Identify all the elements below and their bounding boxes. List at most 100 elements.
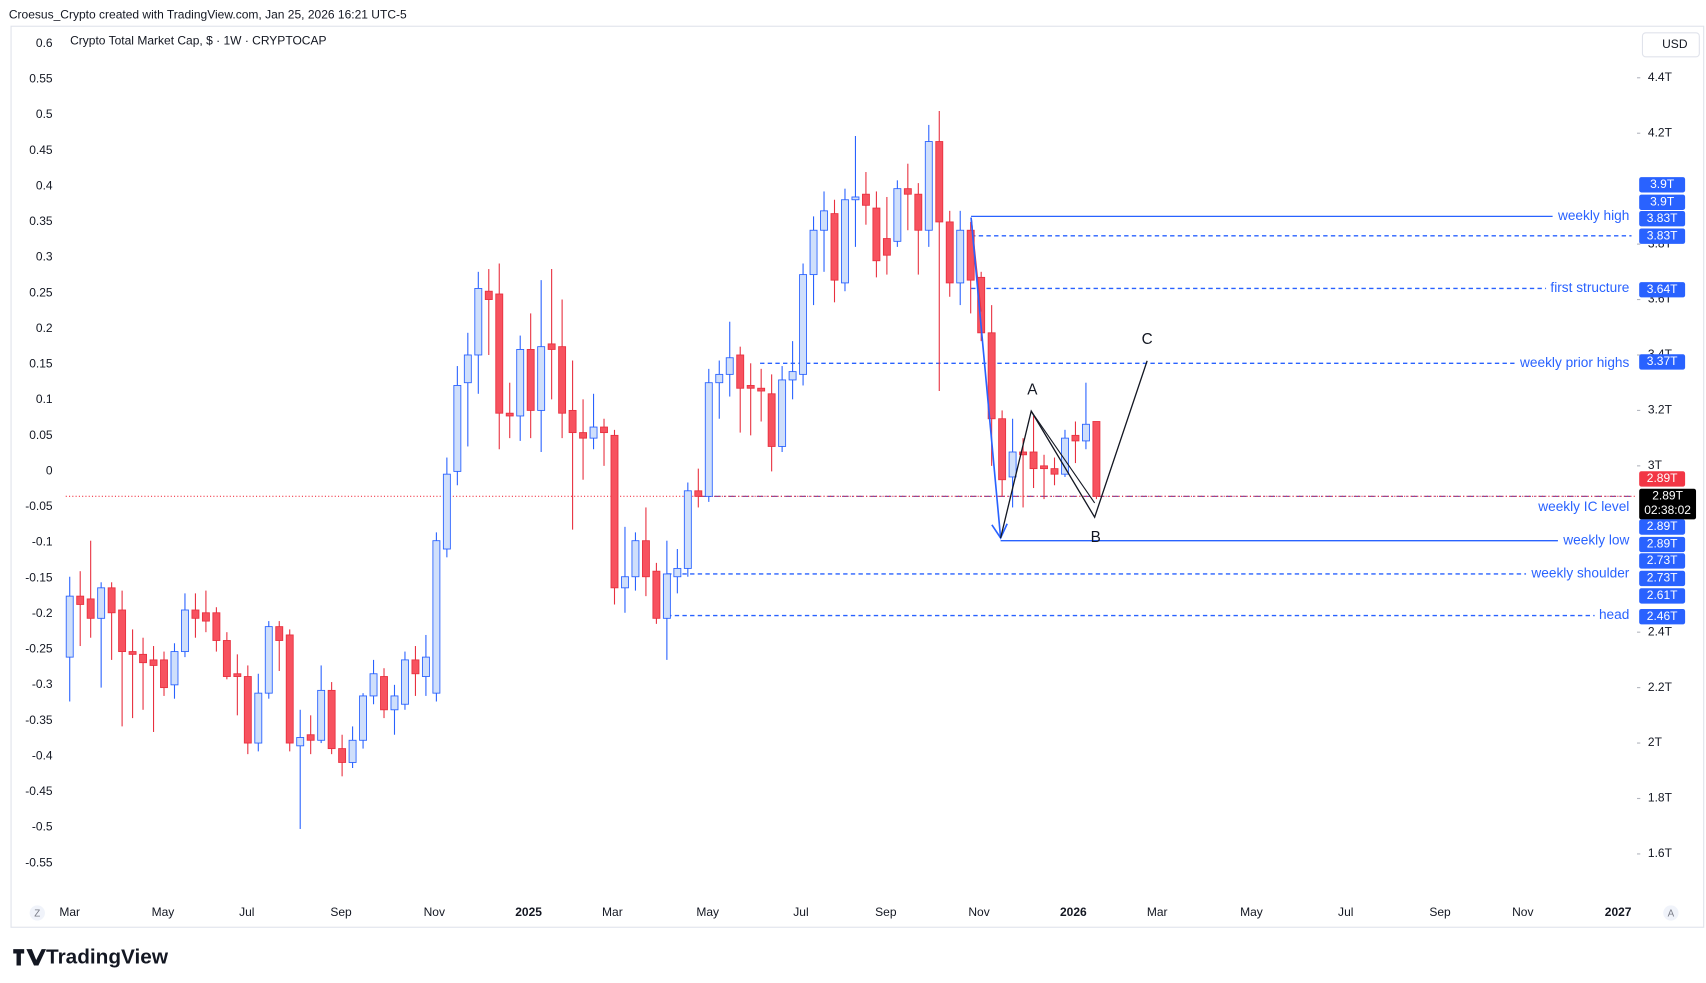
wave-label: C (1142, 331, 1153, 348)
candle-body (778, 379, 787, 447)
candle-body (935, 141, 944, 223)
x-tick-label: May (696, 905, 719, 919)
y-tick-label: 0.35 (29, 214, 53, 228)
candle-body (380, 676, 388, 711)
candle-body (107, 587, 116, 614)
candle-body (369, 673, 378, 697)
countdown: 02:38:02 (1644, 503, 1691, 517)
y-tick-label: -0.1 (32, 535, 53, 549)
currency[interactable]: USD (1662, 37, 1688, 51)
x-tick-label: Sep (330, 905, 352, 919)
price-badge-label: 3.83T (1647, 228, 1678, 242)
zoom-label[interactable]: Z (34, 909, 40, 920)
candle-body (893, 188, 902, 242)
x-tick-label: May (152, 905, 175, 919)
candle-body (212, 612, 221, 641)
candle-body (903, 188, 912, 195)
level-label-bg (1526, 565, 1635, 581)
price-badge (1639, 519, 1686, 535)
zoom-button[interactable] (29, 905, 45, 921)
price-badge (1639, 536, 1686, 553)
price-badge-label: 3.9T (1650, 177, 1675, 191)
price-badge (1639, 194, 1686, 210)
brand: TradingView (13, 945, 169, 968)
candle-body (181, 609, 189, 653)
candle-body (641, 540, 650, 578)
price-badge (1639, 228, 1686, 244)
currency-button[interactable] (1641, 32, 1700, 58)
candle-body (851, 196, 860, 201)
auto-label[interactable]: A (1668, 909, 1675, 920)
candle-body (275, 626, 284, 641)
candle-body (296, 737, 305, 747)
candle-body (987, 332, 996, 420)
candle-body (662, 573, 671, 619)
candle-body (872, 207, 881, 262)
candle-body (128, 651, 137, 655)
candle-body (442, 473, 451, 550)
y-tick-label: 0.05 (29, 428, 53, 442)
x-tick-label: Jul (793, 905, 808, 919)
price-badge (1639, 570, 1686, 587)
candle-body (631, 540, 640, 578)
y-tick-label: 0.4 (36, 178, 53, 192)
price-badge (1639, 211, 1686, 227)
candle-body (526, 348, 535, 411)
candle-body (621, 576, 629, 589)
abc-path (999, 360, 1148, 539)
candle-body (401, 659, 409, 705)
candle-body (1029, 451, 1038, 470)
y2-tick-label: 1.6T (1648, 846, 1673, 860)
candle-body (1081, 423, 1090, 442)
candle-body (882, 238, 891, 256)
y-tick-label: -0.45 (25, 784, 53, 798)
candle-body (558, 346, 567, 414)
y-tick-label: -0.3 (32, 677, 53, 691)
candle-body (757, 387, 766, 392)
price-badge (1639, 488, 1697, 520)
candle-body (139, 653, 147, 664)
auto-button[interactable] (1663, 905, 1679, 921)
candle-body (945, 221, 954, 284)
candle-body (652, 570, 661, 619)
price-badge-label: 2.61T (1647, 588, 1678, 602)
y-tick-label: -0.15 (25, 570, 53, 584)
y-tick-label: -0.2 (32, 606, 53, 620)
x-tick-label: May (1240, 905, 1263, 919)
candle-body (453, 385, 462, 472)
level-label: weekly IC level (1537, 499, 1629, 514)
candle-body (841, 199, 849, 284)
candle-body (715, 373, 724, 384)
candle-body (327, 689, 336, 750)
candle-body (610, 434, 619, 589)
price-badge-label: 3.9T (1650, 194, 1675, 208)
y2-tick-label: 2.4T (1648, 624, 1673, 638)
x-tick-label: Mar (59, 905, 80, 919)
candle-body (830, 213, 839, 281)
candle-body (170, 651, 179, 686)
candle-body (65, 595, 74, 658)
wave-label: A (1027, 381, 1038, 398)
candle-body (1071, 434, 1080, 442)
y-tick-label: 0.45 (29, 143, 53, 157)
candle-body (86, 598, 95, 619)
price-badge (1639, 471, 1686, 487)
y-tick-label: 0.15 (29, 357, 53, 371)
y2-tick-label: 3.2T (1648, 403, 1673, 417)
x-tick-label: 2026 (1060, 905, 1087, 919)
price-badge (1639, 609, 1686, 625)
candle-body (568, 409, 577, 434)
candle-body (746, 385, 755, 389)
x-tick-label: Sep (1429, 905, 1451, 919)
candle-body (924, 141, 933, 231)
candle-body (97, 587, 106, 619)
candle-body (495, 293, 504, 414)
candle-body (411, 659, 420, 675)
candle-body (537, 346, 546, 411)
y2-tick-label: 3T (1648, 458, 1663, 472)
candle-body (1008, 451, 1017, 478)
x-tick-label: Mar (1147, 905, 1168, 919)
y-tick-label: -0.05 (25, 499, 53, 513)
